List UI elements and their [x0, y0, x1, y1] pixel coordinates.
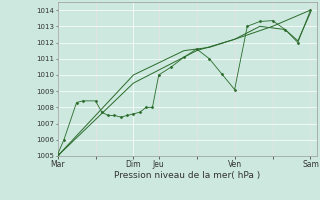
X-axis label: Pression niveau de la mer( hPa ): Pression niveau de la mer( hPa ) — [114, 171, 260, 180]
